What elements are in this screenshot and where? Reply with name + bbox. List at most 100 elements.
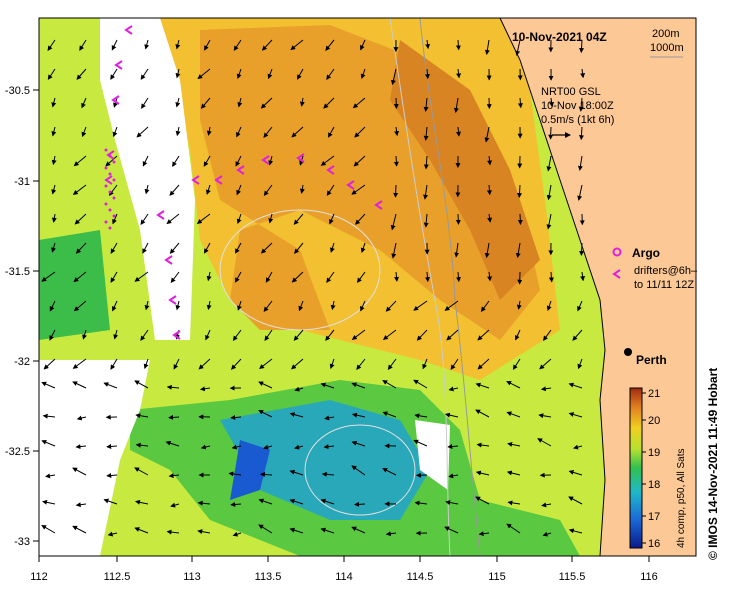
contour-label-1000m: 1000m [650,42,684,54]
drifter-chevron [296,153,305,163]
velocity-arrow [263,126,273,138]
velocity-arrow [325,329,335,341]
velocity-arrow [548,271,554,283]
velocity-arrow [578,97,584,112]
velocity-arrow [261,39,273,51]
velocity-arrow [329,242,335,253]
velocity-arrow [170,271,180,283]
velocity-arrow [106,472,118,478]
velocity-arrow [82,329,87,340]
velocity-arrow [232,531,242,537]
velocity-arrow [477,358,490,370]
velocity-arrow [512,358,521,370]
velocity-arrow [236,126,242,138]
velocity-arrow [200,444,211,450]
velocity-arrow [352,97,366,109]
argo-dot [104,184,108,188]
velocity-arrow [549,97,555,108]
velocity-arrow [76,415,87,421]
velocity-arrow [206,126,212,136]
drifter-chevron [111,95,120,105]
velocity-arrow [198,358,211,370]
velocity-arrow [579,126,584,141]
velocity-arrow [204,242,211,254]
velocity-arrow [166,529,180,535]
velocity-arrow [387,358,397,370]
velocity-arrow [568,382,583,389]
velocity-arrow [394,271,399,282]
velocity-arrow [423,184,429,200]
drifter-chevron [124,25,133,35]
velocity-arrow [354,501,366,507]
velocity-arrow [134,271,149,282]
velocity-arrow [73,155,87,167]
argo-dot [112,196,116,200]
drifter-chevron [164,255,173,265]
velocity-arrow [351,440,366,447]
lat-tick-label: -30.5 [5,85,30,97]
velocity-arrow [197,500,211,506]
velocity-arrow [134,527,149,534]
velocity-arrow [74,213,87,225]
velocity-arrow [140,329,149,341]
velocity-arrow [480,300,490,312]
drifter-chevron [172,330,181,340]
velocity-vectors [41,39,586,537]
velocity-arrow [76,68,87,80]
velocity-arrow [577,184,583,201]
cloud-patch [415,420,450,490]
argo-dot [104,148,108,152]
velocity-arrow [448,386,459,392]
velocity-arrow [196,213,211,224]
velocity-arrow [580,271,586,282]
velocity-arrow [515,242,521,259]
velocity-arrow [356,271,366,283]
velocity-arrow [290,39,304,51]
latitude-axis: -30.5 -31 -31.5 -32 -32.5 -33 [5,85,39,548]
velocity-arrow [422,358,428,370]
velocity-arrow [455,213,461,225]
velocity-arrow [456,68,462,79]
velocity-arrow [51,184,57,195]
argo-dot [112,160,116,164]
velocity-arrow [197,529,211,535]
velocity-arrow [568,470,583,476]
velocity-arrow [134,380,149,389]
velocity-arrow [541,502,552,508]
velocity-arrow [49,329,56,341]
velocity-arrow [577,300,583,312]
velocity-arrow [289,498,304,505]
eddy-contour-warm [219,209,381,331]
velocity-arrow [169,184,180,196]
land-mass [500,18,696,556]
velocity-arrow [507,500,521,506]
velocity-arrow [41,524,56,534]
velocity-arrow [537,438,552,447]
place-perth: Perth [636,353,667,367]
lon-tick-label: 113.5 [255,571,282,583]
velocity-arrow [199,386,211,392]
perth-marker [624,348,632,356]
velocity-arrow [205,329,211,341]
velocity-arrow [447,444,459,450]
legend-argo: Argo [632,246,660,260]
velocity-arrow [110,68,118,80]
velocity-arrow [47,39,56,51]
velocity-arrow [41,381,56,389]
plot-frame [38,17,697,557]
velocity-arrow [72,525,87,534]
velocity-arrow [568,528,583,534]
lon-tick-label: 115.5 [559,571,586,583]
velocity-arrow [475,496,490,505]
velocity-arrow [200,97,211,109]
velocity-arrow [175,68,181,79]
velocity-arrow [424,68,430,80]
velocity-arrow [237,300,242,311]
argo-dot [108,226,112,230]
velocity-scale: 0.5m/s (1kt 6h) [541,114,614,126]
velocity-arrow [258,410,273,418]
velocity-arrow [168,473,180,479]
velocity-arrow [579,242,585,256]
velocity-arrow [543,329,552,341]
velocity-arrow [73,271,87,283]
